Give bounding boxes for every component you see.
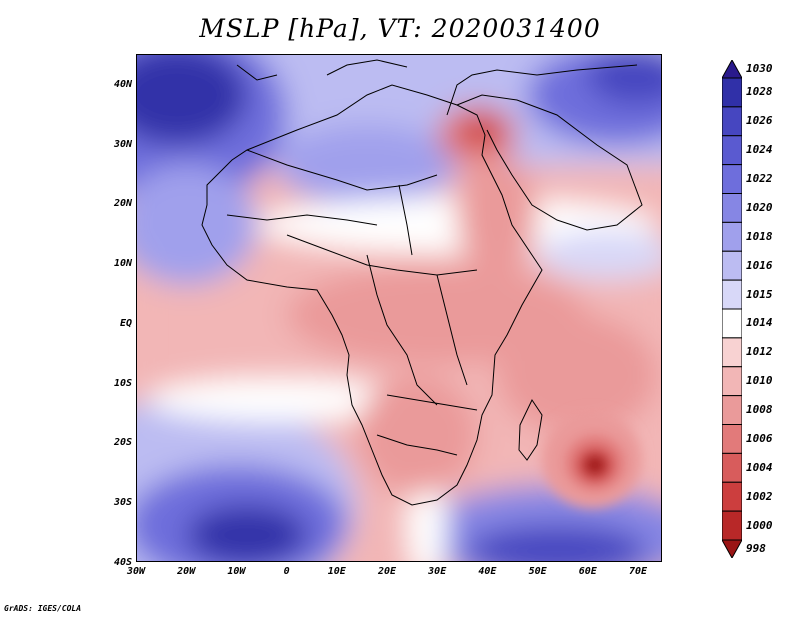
colorbar-label: 1004 bbox=[746, 460, 773, 474]
grads-credit: GrADS: IGES/COLA bbox=[4, 604, 82, 613]
lon-label: 50E bbox=[528, 566, 547, 577]
colorbar-label: 1030 bbox=[746, 62, 773, 75]
lon-label: 30W bbox=[126, 566, 146, 577]
colorbar-swatch bbox=[721, 135, 743, 166]
colorbar-swatch bbox=[721, 539, 743, 560]
colorbar-swatch bbox=[721, 424, 743, 454]
colorbar-swatch bbox=[721, 481, 743, 512]
colorbar bbox=[721, 58, 743, 560]
colorbar-swatch bbox=[721, 395, 743, 425]
colorbar-label: 1002 bbox=[746, 489, 773, 503]
lat-label: EQ bbox=[119, 317, 132, 329]
lat-label: 30N bbox=[113, 138, 132, 150]
colorbar-label: 1015 bbox=[746, 287, 773, 301]
colorbar-label: 1018 bbox=[746, 229, 773, 243]
colorbar-swatch bbox=[721, 250, 743, 281]
lon-label: 40E bbox=[478, 566, 497, 577]
colorbar-label: 1022 bbox=[746, 172, 773, 186]
colorbar-label: 1010 bbox=[746, 374, 773, 388]
colorbar-swatch bbox=[721, 510, 743, 541]
colorbar-label: 1024 bbox=[746, 143, 773, 157]
colorbar-label: 1008 bbox=[746, 403, 773, 417]
colorbar-swatch bbox=[721, 58, 743, 79]
colorbar-svg bbox=[721, 58, 743, 560]
lat-label: 40S bbox=[113, 556, 132, 568]
chart-title: MSLP [hPa], VT: 2020031400 bbox=[199, 14, 601, 43]
lat-label: 10N bbox=[113, 258, 132, 270]
lon-label: 20W bbox=[177, 566, 196, 577]
pressure-map bbox=[136, 54, 662, 562]
colorbar-label: 1020 bbox=[746, 200, 773, 214]
colorbar-label: 998 bbox=[746, 542, 766, 555]
colorbar-swatch bbox=[721, 366, 743, 397]
colorbar-label: 1000 bbox=[746, 518, 773, 532]
lon-label: 0 bbox=[283, 566, 290, 577]
lat-label: 30S bbox=[113, 496, 132, 508]
colorbar-label: 1014 bbox=[746, 316, 773, 330]
colorbar-swatch bbox=[721, 106, 743, 137]
colorbar-swatch bbox=[721, 77, 743, 108]
coastlines bbox=[201, 59, 643, 506]
lat-label: 20S bbox=[113, 437, 132, 449]
colorbar-swatch bbox=[721, 337, 743, 368]
colorbar-swatch bbox=[721, 193, 743, 223]
colorbar-label: 1028 bbox=[746, 85, 773, 99]
colorbar-swatch bbox=[721, 164, 743, 194]
lon-label: 20E bbox=[377, 566, 397, 577]
lat-label: 20N bbox=[113, 198, 132, 210]
colorbar-swatch bbox=[721, 452, 743, 483]
lat-label: 10S bbox=[113, 377, 132, 389]
colorbar-label: 1026 bbox=[746, 114, 773, 128]
colorbar-label: 1016 bbox=[746, 258, 773, 272]
colorbar-label: 1006 bbox=[746, 431, 773, 445]
colorbar-swatch bbox=[721, 308, 743, 339]
lon-label: 70E bbox=[628, 566, 648, 577]
colorbar-swatch bbox=[721, 279, 743, 310]
colorbar-swatch bbox=[721, 221, 743, 252]
lon-label: 60E bbox=[578, 566, 597, 577]
colorbar-label: 1012 bbox=[746, 345, 773, 359]
pressure-field bbox=[137, 55, 661, 561]
lon-label: 10E bbox=[327, 566, 346, 577]
lon-label: 30E bbox=[428, 566, 447, 577]
lat-label: 40N bbox=[113, 79, 132, 90]
lon-label: 10W bbox=[227, 566, 246, 577]
